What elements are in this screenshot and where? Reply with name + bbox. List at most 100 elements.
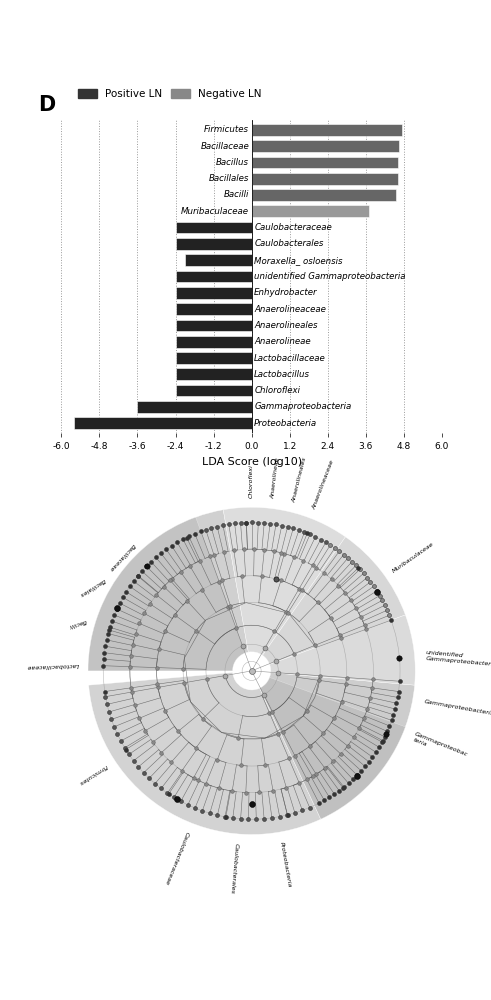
Point (372, 744, 380, 760)
Point (154, 676, 162, 692)
Text: Gammaproteobacteria: Gammaproteobacteria (254, 402, 352, 411)
Point (309, 557, 317, 573)
Point (238, 568, 246, 584)
Point (299, 802, 306, 818)
Point (127, 680, 135, 696)
Point (140, 765, 148, 781)
Point (168, 571, 176, 587)
Point (158, 745, 165, 761)
Point (213, 519, 221, 535)
Point (353, 768, 360, 784)
Bar (176, 385, 251, 396)
Bar (137, 401, 251, 413)
Point (316, 668, 324, 684)
Text: Moraxella_ osloensis: Moraxella_ osloensis (254, 256, 343, 265)
Text: Bacillaceae: Bacillaceae (200, 142, 249, 151)
Point (298, 582, 306, 598)
Point (316, 672, 324, 688)
Bar (251, 189, 396, 201)
Point (239, 638, 246, 654)
Point (191, 800, 199, 816)
Point (369, 749, 377, 765)
Point (240, 541, 248, 557)
Point (317, 532, 325, 548)
Bar (251, 205, 369, 217)
Text: Anaerolineae: Anaerolineae (270, 457, 280, 499)
Text: Chloroflexi: Chloroflexi (249, 464, 254, 498)
Point (101, 638, 109, 654)
Point (387, 712, 395, 728)
Point (255, 784, 263, 800)
Point (350, 729, 357, 745)
Text: Caulobacteraceae: Caulobacteraceae (163, 830, 189, 885)
Point (190, 770, 197, 786)
Point (221, 668, 229, 684)
Point (141, 723, 149, 739)
Point (274, 726, 282, 742)
Point (280, 546, 288, 562)
Point (271, 623, 278, 639)
Point (143, 558, 151, 574)
Point (311, 637, 319, 653)
Text: Firmicutes: Firmicutes (204, 125, 249, 134)
Point (242, 785, 250, 801)
Point (269, 783, 277, 799)
Point (214, 752, 221, 768)
Point (276, 809, 284, 825)
Point (110, 719, 118, 735)
Point (366, 690, 374, 706)
Point (237, 757, 245, 773)
Wedge shape (260, 673, 414, 819)
Point (389, 707, 397, 723)
Bar (185, 254, 251, 266)
Wedge shape (270, 615, 415, 685)
Text: unidentified
Gammaproteobacteria: unidentified Gammaproteobacteria (426, 650, 491, 667)
Point (108, 613, 116, 629)
Point (168, 538, 176, 554)
Point (198, 582, 206, 598)
Point (140, 605, 148, 621)
Point (177, 564, 185, 580)
Point (130, 573, 137, 589)
Point (295, 522, 303, 538)
Point (166, 572, 174, 588)
Point (320, 792, 328, 808)
Text: Caulobacteraceae: Caulobacteraceae (254, 223, 332, 232)
Point (113, 601, 121, 617)
Bar (176, 238, 251, 250)
Point (369, 671, 377, 687)
Point (335, 543, 343, 559)
Point (119, 589, 127, 605)
Point (194, 772, 202, 788)
Point (163, 541, 170, 557)
Point (306, 738, 314, 754)
Point (177, 793, 185, 809)
Bar (176, 352, 251, 364)
Text: D: D (38, 95, 56, 115)
Point (173, 534, 181, 550)
Point (149, 734, 157, 750)
Text: Anaerolineales: Anaerolineales (291, 457, 307, 504)
Point (197, 523, 205, 539)
Bar (251, 157, 398, 168)
Wedge shape (260, 677, 406, 819)
Point (228, 783, 236, 799)
Point (357, 763, 365, 779)
Point (103, 696, 111, 712)
Point (203, 671, 211, 687)
Point (395, 684, 403, 700)
Point (283, 807, 291, 823)
Text: Bacilli: Bacilli (68, 618, 87, 628)
Point (320, 565, 328, 581)
Point (110, 607, 118, 623)
Point (167, 754, 175, 770)
Point (153, 660, 161, 676)
Point (339, 780, 347, 796)
Point (178, 763, 186, 779)
Point (135, 759, 142, 775)
Point (342, 676, 350, 692)
Point (303, 525, 311, 541)
Point (161, 623, 169, 639)
Point (185, 528, 193, 544)
Point (234, 730, 242, 746)
